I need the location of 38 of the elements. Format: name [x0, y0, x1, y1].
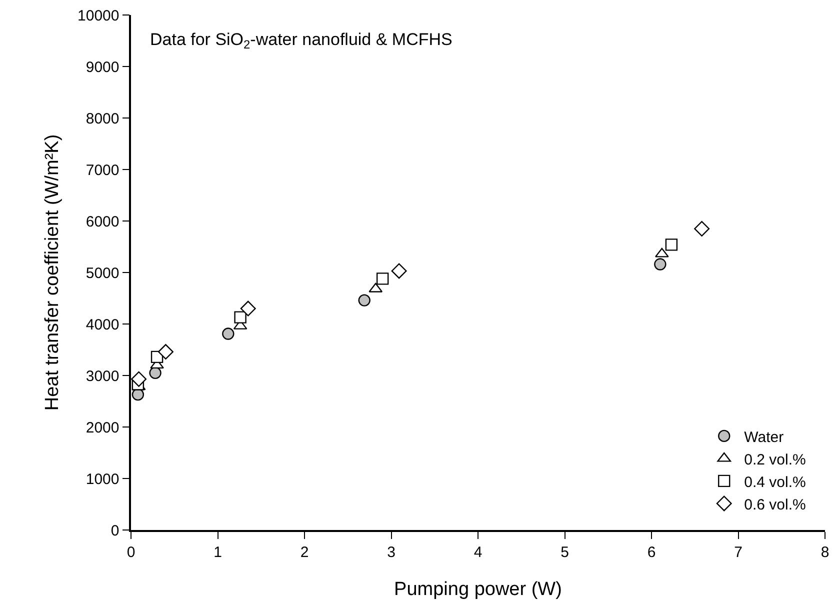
y-tick-label: 7000	[86, 162, 120, 179]
point	[665, 238, 678, 251]
y-tick-label: 1000	[86, 470, 120, 488]
x-tick-label: 2	[300, 544, 309, 561]
point	[131, 371, 147, 387]
point	[222, 328, 234, 340]
y-tick-label: 3000	[86, 368, 120, 385]
point	[654, 258, 666, 270]
y-tick-label: 10000	[78, 7, 120, 24]
x-tick-label: 7	[734, 544, 742, 561]
x-tick-label: 5	[560, 544, 569, 561]
legend-label: 0.6 vol.%	[744, 496, 806, 514]
y-tick-label: 2000	[86, 419, 120, 436]
point	[240, 300, 256, 316]
x-axis-title: Pumping power (W)	[394, 579, 562, 600]
point	[358, 294, 370, 306]
point	[376, 272, 389, 285]
y-axis-title: Heat transfer coefficient (W/m²K)	[42, 134, 63, 411]
x-tick-label: 6	[647, 544, 656, 561]
point	[234, 311, 246, 324]
x-tick-label: 3	[387, 544, 396, 561]
point	[694, 220, 710, 236]
legend-label: 0.2 vol.%	[744, 451, 806, 468]
annotation: Data for SiO$_{2}$-water nanofluid & MCFHS	[150, 30, 452, 52]
x-tick-label: 0	[126, 544, 136, 561]
y-tick-label: 8000	[86, 110, 120, 128]
legend-label: 0.4 vol.%	[744, 474, 806, 491]
x-tick-label: 4	[474, 544, 482, 561]
y-tick-label: 0	[110, 522, 120, 540]
y-tick-label: 4000	[86, 316, 120, 334]
legend-label: Water	[744, 428, 784, 446]
y-tick-label: 6000	[86, 213, 120, 230]
point	[391, 263, 407, 279]
x-tick-label: 1	[214, 544, 222, 561]
point	[158, 344, 174, 360]
y-tick-label: 5000	[86, 264, 120, 282]
x-tick-label: 8	[820, 544, 830, 561]
y-tick-label: 9000	[86, 58, 120, 76]
